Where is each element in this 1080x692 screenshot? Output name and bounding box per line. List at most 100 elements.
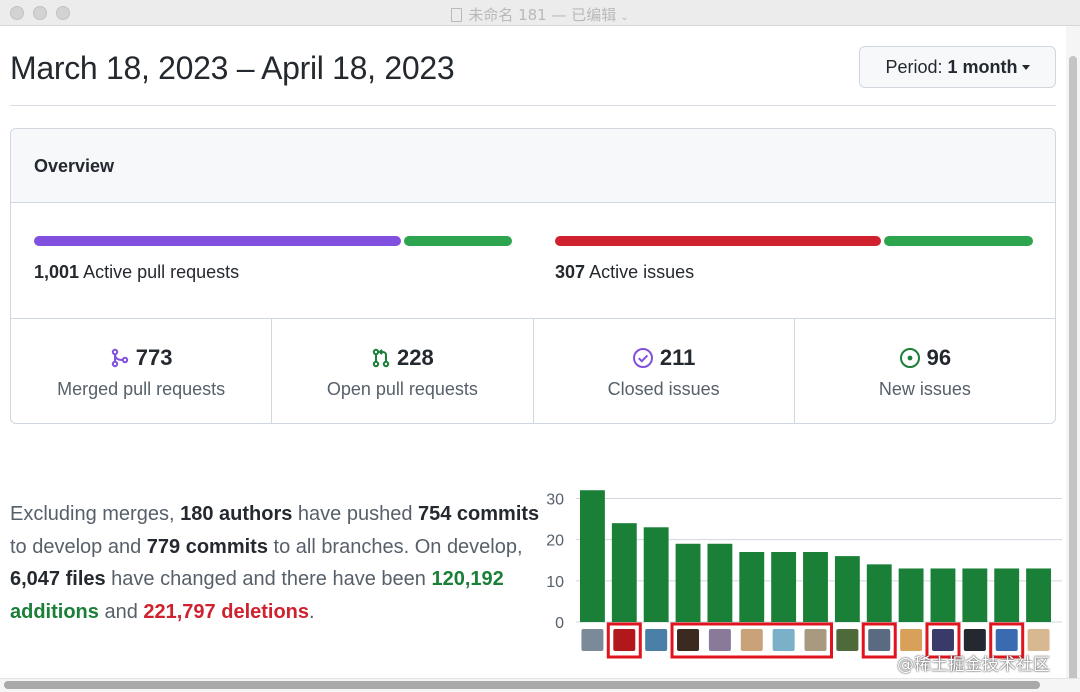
closed-issues-segment[interactable]: [555, 236, 882, 246]
avatar-highlight-box: [925, 622, 961, 659]
git-merge-icon: [110, 348, 130, 368]
vertical-scroll-thumb[interactable]: [1069, 56, 1077, 692]
contributor-bar[interactable]: [771, 552, 797, 622]
additions-count: 120,192 additions: [10, 568, 504, 623]
summary-text: to develop and: [10, 535, 147, 558]
header-divider: [10, 105, 1056, 106]
date-range-title: March 18, 2023 – April 18, 2023: [10, 50, 455, 86]
all-branches-commits-count: 779 commits: [146, 535, 268, 558]
triangle-down-icon: [1021, 65, 1030, 70]
active-pull-requests-label: Active pull requests: [83, 262, 240, 282]
watermark-text: @稀土掘金技术社区: [897, 655, 1050, 675]
period-prefix: Period:: [885, 57, 943, 77]
contributor-bar[interactable]: [834, 556, 860, 622]
contributor-avatar[interactable]: [677, 629, 700, 651]
develop-commits-count: 754 commits: [418, 503, 540, 525]
document-title[interactable]: 未命名 181 — 已编辑 ⌄: [0, 4, 1080, 25]
summary-text: to all branches. On develop,: [267, 535, 523, 558]
contributor-avatar[interactable]: [645, 629, 668, 651]
contributor-avatar[interactable]: [1027, 629, 1050, 651]
avatar-highlight-box: [861, 622, 897, 659]
y-tick-label: 10: [546, 574, 564, 591]
contributor-bar[interactable]: [611, 523, 637, 622]
overview-header: Overview: [11, 129, 1055, 203]
contributor-bar[interactable]: [898, 568, 924, 622]
contributor-bar[interactable]: [1026, 568, 1051, 622]
stat-closed-issues[interactable]: 211 Closed issues: [534, 319, 795, 423]
summary-text: have changed and there have been: [105, 568, 432, 590]
contributor-bar[interactable]: [643, 527, 669, 622]
commit-summary-text: Excluding merges, 180 authors have pushe…: [10, 498, 540, 628]
open-pull-requests-segment[interactable]: [403, 236, 512, 246]
contributor-avatar[interactable]: [836, 629, 859, 651]
chevron-down-icon: ⌄: [620, 12, 629, 23]
top-committers-bar-chart: 0 10 20 30: [546, 490, 1062, 659]
contributor-avatar[interactable]: [804, 629, 827, 651]
summary-text: Excluding merges,: [10, 503, 181, 525]
vertical-scrollbar[interactable]: [1066, 26, 1080, 692]
active-issues-label: Active issues: [589, 262, 695, 282]
summary-text: .: [309, 600, 315, 623]
open-pull-requests-label: Open pull requests: [326, 379, 478, 399]
y-tick-label: 20: [546, 533, 564, 550]
contributor-avatar[interactable]: [613, 629, 636, 651]
git-pull-request-icon: [371, 348, 391, 368]
contributor-avatar[interactable]: [581, 629, 604, 651]
authors-count: 180 authors: [180, 503, 293, 525]
document-status: — 已编辑: [551, 6, 617, 24]
pull-requests-progress-bar[interactable]: [34, 236, 512, 246]
contributor-bar[interactable]: [962, 568, 988, 622]
contributor-bar[interactable]: [675, 543, 701, 622]
issue-opened-icon: [899, 347, 921, 369]
stat-open-pull-requests[interactable]: 228 Open pull requests: [272, 319, 534, 423]
stat-merged-pull-requests[interactable]: 773 Merged pull requests: [11, 319, 273, 423]
merged-pull-requests-count: 773: [135, 345, 173, 370]
horizontal-scroll-thumb[interactable]: [4, 681, 1040, 689]
overview-stats-row: 773 Merged pull requests 228 Open pull r…: [11, 318, 1055, 423]
active-issues-summary[interactable]: 307 Active issues: [555, 262, 694, 283]
open-pull-requests-count: 228: [397, 345, 434, 370]
contributor-avatar[interactable]: [740, 629, 763, 651]
overview-panel: Overview 1,001 Active pull requests 307 …: [10, 128, 1056, 424]
contributor-bar[interactable]: [866, 564, 892, 622]
deletions-count: 221,797 deletions: [143, 600, 310, 623]
closed-issues-count: 211: [659, 345, 696, 370]
horizontal-scrollbar[interactable]: [0, 678, 1080, 692]
y-tick-label: 0: [555, 615, 564, 632]
contributor-avatar[interactable]: [708, 629, 731, 651]
summary-text: have pushed: [292, 503, 418, 525]
merged-pull-requests-label: Merged pull requests: [57, 379, 226, 399]
active-pull-requests-summary[interactable]: 1,001 Active pull requests: [34, 262, 239, 283]
close-window-button[interactable]: [10, 6, 24, 20]
new-issues-segment[interactable]: [884, 236, 1033, 246]
contributor-avatar[interactable]: [900, 629, 923, 651]
issue-closed-icon: [632, 347, 654, 369]
contributor-bar[interactable]: [580, 490, 605, 622]
contributor-bar[interactable]: [994, 568, 1020, 622]
zoom-window-button[interactable]: [56, 6, 70, 20]
contributor-avatar[interactable]: [868, 629, 891, 651]
merged-pull-requests-segment[interactable]: [34, 236, 401, 246]
closed-issues-label: Closed issues: [607, 379, 720, 399]
contributor-avatar[interactable]: [931, 629, 954, 651]
avatar-highlight-box: [989, 622, 1025, 659]
issues-progress-bar[interactable]: [555, 236, 1033, 246]
overview-title: Overview: [34, 156, 115, 176]
avatar-highlight-box: [606, 622, 642, 659]
contributor-avatar[interactable]: [963, 629, 986, 651]
contributor-bar[interactable]: [739, 552, 765, 622]
y-tick-label: 30: [546, 491, 564, 508]
contributor-bar[interactable]: [930, 568, 956, 622]
contributor-bar[interactable]: [803, 552, 828, 622]
period-dropdown-button[interactable]: Period: 1 month: [859, 46, 1056, 88]
contributor-bar[interactable]: [707, 543, 733, 622]
document-name: 未命名 181: [468, 6, 547, 24]
new-issues-count: 96: [926, 345, 952, 370]
stat-new-issues[interactable]: 96 New issues: [795, 319, 1055, 423]
avatar-highlight-box: [670, 622, 833, 659]
contributor-avatar[interactable]: [995, 629, 1018, 651]
new-issues-label: New issues: [878, 379, 971, 399]
minimize-window-button[interactable]: [33, 6, 47, 20]
contributor-avatar[interactable]: [772, 629, 795, 651]
summary-text: and: [98, 600, 144, 623]
